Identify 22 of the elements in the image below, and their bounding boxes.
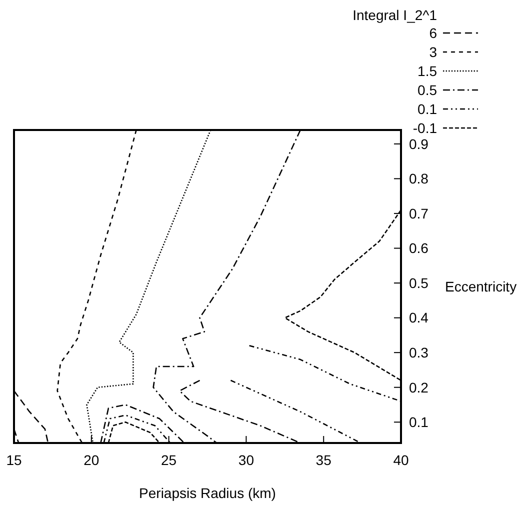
y-tick-label: 0.8 [409, 170, 429, 187]
legend-label: 3 [429, 44, 438, 60]
legend-title: Integral I_2^1 [352, 7, 438, 23]
y-tick-label: 0.3 [409, 344, 429, 360]
legend-label: 1.5 [418, 63, 438, 79]
x-tick-label: 35 [316, 452, 332, 468]
y-tick-label: 0.6 [409, 240, 429, 256]
y-tick-label: 0.1 [409, 414, 429, 430]
legend-label: 6 [429, 25, 438, 41]
x-tick-label: 40 [393, 452, 409, 468]
x-axis-title: Periapsis Radius (km) [139, 485, 276, 501]
y-tick-label: 0.5 [409, 274, 429, 291]
x-tick-label: 25 [161, 452, 177, 468]
y-tick-label: 0.4 [409, 310, 429, 326]
y-tick-label: 0.9 [409, 136, 429, 152]
x-tick-label: 30 [238, 452, 254, 468]
x-tick-label: 15 [6, 452, 22, 468]
legend-label: -0.1 [412, 120, 438, 136]
x-tick-label: 20 [84, 452, 100, 468]
y-tick-label: 0.2 [409, 379, 429, 396]
y-axis-title: Eccentricity [445, 278, 517, 294]
y-tick-label: 0.7 [409, 205, 429, 222]
